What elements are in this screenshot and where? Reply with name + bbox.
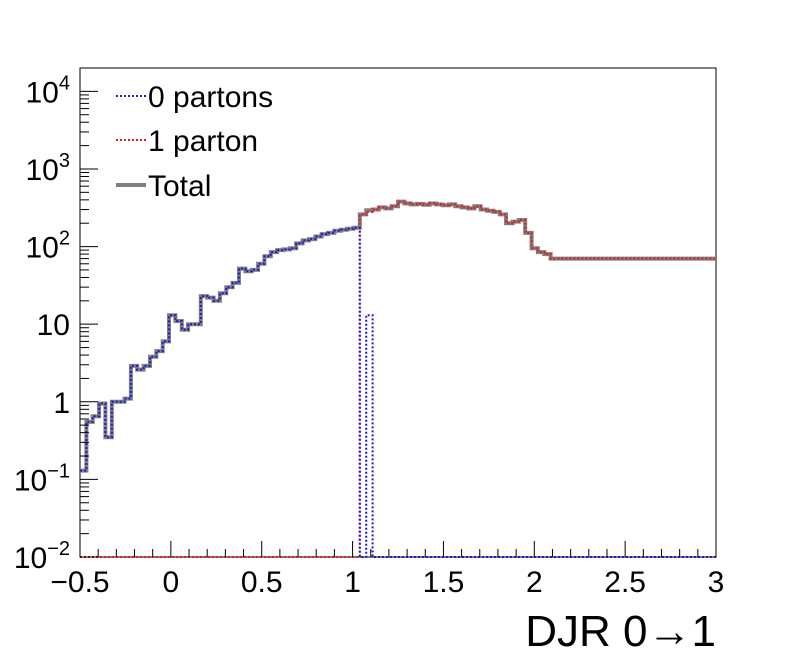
x-tick-label: 0.5	[241, 566, 283, 599]
y-tick-label: 1	[53, 387, 70, 420]
legend-label: 1 parton	[148, 125, 258, 158]
x-axis-title: DJR 0→1	[525, 607, 716, 656]
legend-label: Total	[148, 170, 211, 203]
series-total	[80, 199, 716, 473]
series-1-parton	[80, 200, 716, 558]
y-tick-label: 104	[26, 72, 71, 109]
x-tick-label: 1	[344, 566, 361, 599]
x-tick-label: 2	[526, 566, 543, 599]
y-tick-label: 103	[26, 150, 71, 187]
y-tick-label: 102	[26, 228, 71, 265]
y-tick-label: 10	[37, 309, 70, 342]
y-tick-label: 10−2	[14, 538, 70, 575]
x-tick-label: 2.5	[604, 566, 646, 599]
series-layer	[80, 199, 716, 558]
x-tick-label: 0	[163, 566, 180, 599]
legend: 0 partons 1 parton Total	[116, 81, 273, 203]
y-tick-label: 10−1	[14, 460, 70, 497]
series-0-partons	[80, 226, 716, 558]
legend-label: 0 partons	[148, 81, 273, 114]
x-tick-label: 3	[708, 566, 725, 599]
x-tick-label: −0.5	[50, 566, 109, 599]
x-tick-label: 1.5	[423, 566, 465, 599]
axes-layer: −0.5 0 0.5 1 1.5 2 2.5 3 10−2 10−1 1 10 102 103 104	[14, 67, 725, 599]
